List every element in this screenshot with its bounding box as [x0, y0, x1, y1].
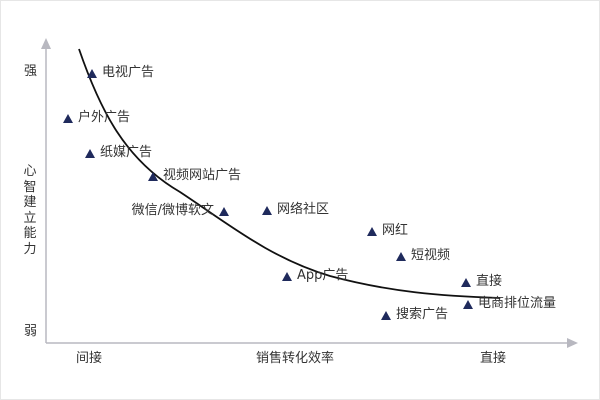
- triangle-icon: [63, 114, 73, 123]
- point-label: 微信/微博软文: [131, 203, 214, 218]
- triangle-icon: [87, 69, 97, 78]
- point-label: 直接: [476, 274, 503, 289]
- x-tick-high: 直接: [480, 351, 507, 366]
- triangle-icon: [262, 206, 272, 215]
- y-axis-label: 心智建立能力: [23, 164, 37, 257]
- point-label: 纸媒广告: [100, 145, 153, 160]
- triangle-icon: [367, 227, 377, 236]
- trend-curve: [78, 48, 501, 299]
- point-label: 网红: [382, 223, 409, 238]
- triangle-icon: [396, 252, 406, 261]
- point-label: 户外广告: [78, 110, 131, 125]
- triangle-icon: [461, 278, 471, 287]
- x-axis-label: 销售转化效率: [256, 351, 335, 366]
- triangle-icon: [463, 300, 473, 309]
- triangle-icon: [282, 272, 292, 281]
- point-label: App广告: [297, 268, 349, 283]
- y-axis-arrow-icon: [41, 38, 51, 49]
- markers: [63, 69, 473, 320]
- y-tick-low: 弱: [24, 324, 38, 339]
- triangle-icon: [381, 311, 391, 320]
- triangle-icon: [85, 149, 95, 158]
- triangle-icon: [148, 172, 158, 181]
- y-tick-high: 强: [24, 64, 38, 79]
- point-label: 短视频: [411, 248, 451, 263]
- point-label: 搜索广告: [396, 307, 449, 322]
- x-axis-arrow-icon: [567, 338, 578, 348]
- x-tick-low: 间接: [76, 351, 103, 366]
- point-label: 视频网站广告: [163, 168, 242, 183]
- point-label: 电视广告: [102, 65, 155, 80]
- point-label: 电商排位流量: [478, 296, 557, 311]
- triangle-icon: [219, 207, 229, 216]
- point-label: 网络社区: [277, 202, 330, 217]
